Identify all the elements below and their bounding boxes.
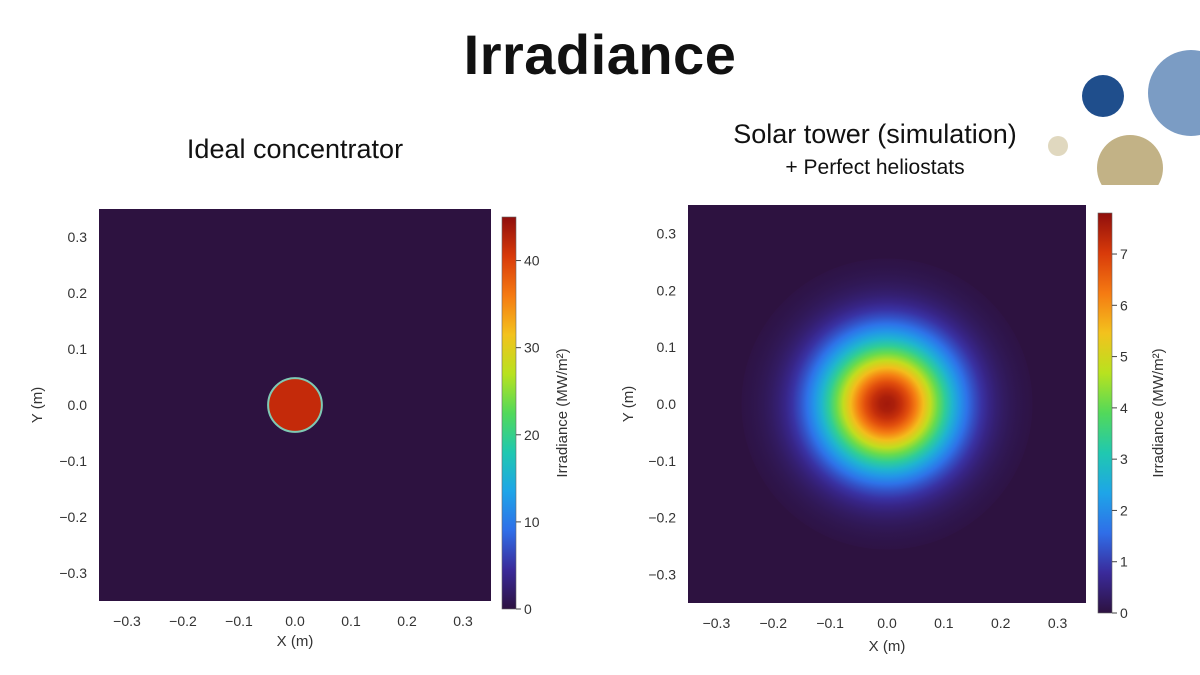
colorbar-tick-label: 1	[1120, 554, 1128, 570]
y-tick-label: 0.2	[68, 285, 88, 301]
x-tick-label: −0.2	[169, 613, 197, 629]
irradiance-disk	[267, 377, 323, 433]
decor-half-circle-tan	[1097, 135, 1163, 185]
decor-circle-dark-blue	[1082, 75, 1124, 117]
y-tick-label: 0.3	[68, 229, 88, 245]
x-tick-label: 0.2	[397, 613, 417, 629]
x-tick-label: −0.1	[225, 613, 253, 629]
y-tick-label: −0.2	[648, 510, 676, 526]
heatmap-solar-tower: −0.3 −0.2 −0.1 0.0 0.1 0.2 0.3 0.3 0.2 0.1 0.0 −0.1…	[620, 205, 1167, 655]
colorbar-tick-label: 40	[524, 253, 540, 269]
x-tick-label: 0.0	[877, 615, 897, 631]
irradiance-gaussian-spot	[741, 258, 1033, 550]
chart-2-subtitle: + Perfect heliostats	[785, 156, 965, 179]
colorbar-tick-label: 0	[524, 601, 532, 617]
colorbar	[501, 216, 517, 610]
colorbar	[1097, 212, 1113, 614]
y-tick-label: −0.3	[59, 565, 87, 581]
colorbar-tick-label: 20	[524, 427, 540, 443]
colorbar-label: Irradiance (MW/m²)	[554, 348, 571, 477]
y-tick-label: 0.0	[657, 396, 677, 412]
decor-circle-tan-small	[1048, 136, 1068, 156]
y-axis-label: Y (m)	[620, 386, 637, 422]
x-tick-label: 0.3	[1048, 615, 1068, 631]
colorbar-tick-label: 6	[1120, 297, 1128, 313]
colorbar-tick-label: 7	[1120, 246, 1128, 262]
y-tick-label: −0.2	[59, 509, 87, 525]
y-tick-label: 0.1	[68, 341, 88, 357]
x-tick-label: 0.1	[934, 615, 954, 631]
x-tick-label: 0.3	[453, 613, 473, 629]
x-axis-label: X (m)	[869, 638, 906, 655]
colorbar-tick-label: 5	[1120, 349, 1128, 365]
x-tick-label: −0.3	[113, 613, 141, 629]
heatmap-ideal-concentrator: −0.3 −0.2 −0.1 0.0 0.1 0.2 0.3 0.3 0.2 0.1 0.0 −0.1…	[29, 209, 571, 650]
x-tick-label: 0.2	[991, 615, 1011, 631]
colorbar-label: Irradiance (MW/m²)	[1150, 348, 1167, 477]
colorbar-tick-label: 3	[1120, 451, 1128, 467]
y-tick-label: −0.1	[59, 453, 87, 469]
colorbar-tick-label: 2	[1120, 502, 1128, 518]
y-tick-label: 0.3	[657, 225, 677, 241]
y-tick-label: −0.3	[648, 567, 676, 583]
colorbar-tick-label: 30	[524, 340, 540, 356]
x-tick-label: −0.1	[816, 615, 844, 631]
x-tick-label: −0.2	[759, 615, 787, 631]
y-tick-label: −0.1	[648, 453, 676, 469]
chart-1-title: Ideal concentrator	[186, 134, 404, 164]
x-axis-label: X (m)	[277, 633, 314, 650]
x-tick-label: 0.0	[285, 613, 305, 629]
y-tick-label: 0.0	[68, 397, 88, 413]
y-tick-label: 0.2	[657, 282, 677, 298]
colorbar-tick-label: 4	[1120, 400, 1128, 416]
chart-2-title: Solar tower (simulation)	[733, 119, 1017, 149]
y-tick-label: 0.1	[657, 339, 677, 355]
x-tick-label: −0.3	[703, 615, 731, 631]
y-axis-label: Y (m)	[29, 387, 46, 423]
colorbar-tick-label: 10	[524, 514, 540, 530]
x-tick-label: 0.1	[341, 613, 361, 629]
slide-title: Irradiance	[463, 23, 737, 86]
colorbar-tick-label: 0	[1120, 605, 1128, 621]
